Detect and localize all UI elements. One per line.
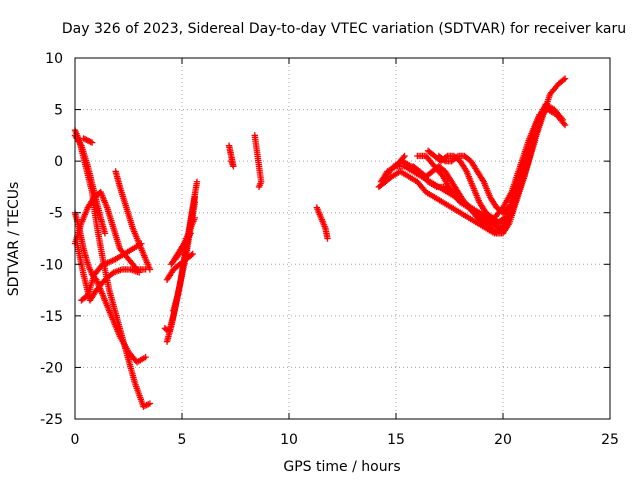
data-point xyxy=(440,156,448,164)
data-point xyxy=(542,101,549,108)
series-arc-16 xyxy=(225,142,237,170)
series-arc-24 xyxy=(409,137,539,237)
y-tick-label: -20 xyxy=(40,360,63,376)
data-point xyxy=(561,75,569,82)
data-point xyxy=(255,183,263,191)
data-point xyxy=(324,235,331,242)
data-point xyxy=(87,138,94,146)
x-tick-label: 25 xyxy=(601,432,619,448)
data-point xyxy=(189,250,196,258)
y-tick-label: -5 xyxy=(49,206,63,222)
series-arc-12 xyxy=(163,250,196,283)
y-tick-label: -10 xyxy=(40,257,63,273)
data-point xyxy=(519,168,526,175)
data-point xyxy=(84,137,92,144)
data-point xyxy=(136,269,143,276)
axis-ticks xyxy=(74,57,611,420)
data-point xyxy=(163,327,171,334)
data-point xyxy=(191,214,199,222)
x-tick-labels: 0 5 10 15 20 25 xyxy=(71,432,619,448)
data-point xyxy=(538,111,545,118)
data-point xyxy=(146,266,154,273)
x-tick-label: 5 xyxy=(178,432,187,448)
series-arc-18 xyxy=(313,204,331,242)
data-point xyxy=(101,230,109,237)
data-point xyxy=(561,121,569,129)
x-tick-label: 15 xyxy=(387,432,405,448)
series-arc-14 xyxy=(172,214,199,263)
data-point xyxy=(560,120,568,127)
y-tick-label: -25 xyxy=(40,412,63,428)
data-point xyxy=(560,76,567,83)
y-axis-label: SDTVAR / TECUs xyxy=(6,182,22,297)
data-point xyxy=(453,153,460,161)
data-point xyxy=(162,326,170,333)
series-arc-8 xyxy=(112,168,154,273)
x-tick-label: 10 xyxy=(280,432,298,448)
data-point xyxy=(193,178,201,185)
series-arc-3 xyxy=(71,188,149,273)
series-arc-26 xyxy=(392,152,408,170)
data-point xyxy=(505,221,512,228)
y-tick-label: 0 xyxy=(54,154,63,170)
x-tick-label: 20 xyxy=(494,432,512,448)
data-point xyxy=(228,157,235,165)
data-point xyxy=(400,154,407,161)
y-tick-labels: -25 -20 -15 -10 -5 0 5 10 xyxy=(40,51,63,428)
x-tick-label: 0 xyxy=(71,432,80,448)
data-point xyxy=(80,135,87,142)
data-point xyxy=(401,152,408,160)
series-arc-17 xyxy=(251,132,265,191)
series-arc-25 xyxy=(435,152,526,216)
y-tick-label: 10 xyxy=(45,51,63,67)
x-axis-label: GPS time / hours xyxy=(283,459,400,475)
data-point xyxy=(77,140,84,148)
series-arc-15 xyxy=(161,325,171,334)
data-point xyxy=(191,199,199,206)
grid-lines xyxy=(75,58,610,419)
y-tick-label: -15 xyxy=(40,309,63,325)
series-arc-5 xyxy=(78,240,145,304)
data-point xyxy=(86,138,93,145)
series-arc-7 xyxy=(80,135,96,146)
data-point xyxy=(88,139,96,146)
data-point xyxy=(531,137,539,144)
data-point xyxy=(188,251,195,259)
series-arc-6 xyxy=(71,132,109,237)
data-point xyxy=(146,400,154,407)
data-point xyxy=(83,136,90,144)
chart-title: Day 326 of 2023, Sidereal Day-to-day VTE… xyxy=(62,21,626,37)
plot-frame xyxy=(74,57,611,420)
data-point xyxy=(492,229,499,236)
data-point xyxy=(81,135,89,143)
y-tick-label: 5 xyxy=(54,103,63,119)
data-point xyxy=(142,353,149,361)
data-points xyxy=(71,75,569,410)
